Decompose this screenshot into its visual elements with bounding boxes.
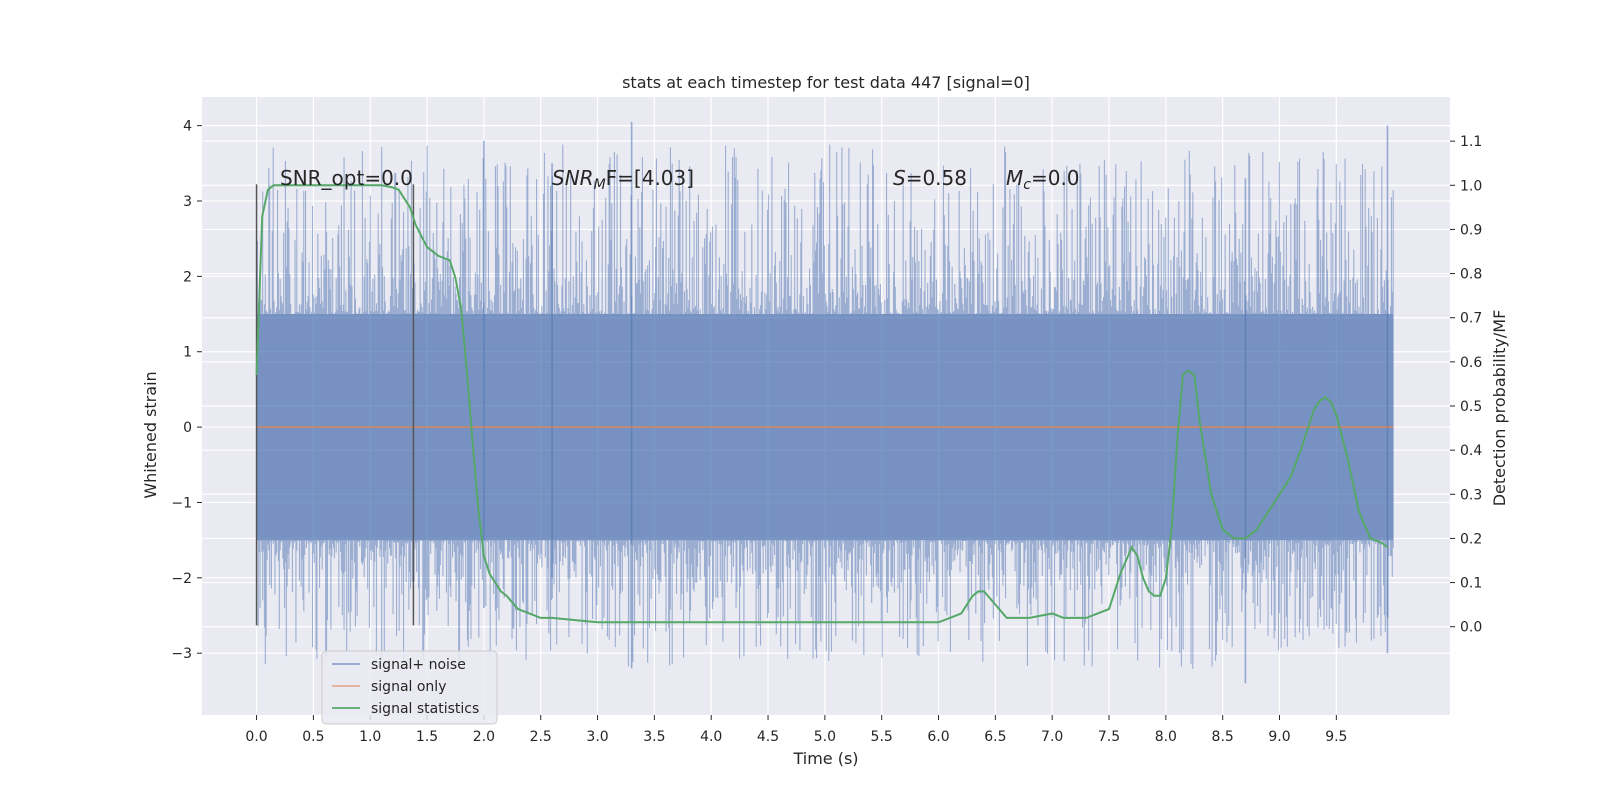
annotation-snr-mf-value: F=[4.03] <box>606 166 694 190</box>
x-tick-label: 3.0 <box>586 729 608 745</box>
signal-statistics-line <box>255 184 1389 624</box>
y-tick-label: 0 <box>183 420 192 436</box>
x-tick-label: 2.5 <box>530 729 552 745</box>
x-axis-label: Time (s) <box>792 749 858 768</box>
x-tick-label: 4.0 <box>700 729 722 745</box>
series-signal-statistics <box>255 184 1389 624</box>
y-tick-label: 3 <box>183 194 192 210</box>
y-right-tick-label: 0.6 <box>1460 355 1482 371</box>
annotations: SNR_opt=0.0 SNRMF=[4.03] S=0.58 Mc=0.0 <box>280 166 1080 193</box>
y-axis-ticks: −3 −2 −1 0 1 2 3 4 <box>171 119 202 662</box>
legend: signal+ noise signal only signal statist… <box>321 650 498 725</box>
x-tick-label: 3.5 <box>643 729 665 745</box>
x-tick-label: 7.0 <box>1041 729 1063 745</box>
y-tick-label: −1 <box>171 495 192 511</box>
x-tick-label: 8.0 <box>1155 729 1177 745</box>
legend-label-signal-only: signal only <box>371 679 446 695</box>
y-right-tick-label: 1.0 <box>1460 178 1482 194</box>
y-tick-label: 1 <box>183 345 192 361</box>
y-axis-right-ticks: 0.0 0.1 0.2 0.3 0.4 0.5 0.6 0.7 0.8 0.9 1.0 1.1 <box>1450 134 1482 636</box>
y-right-tick-label: 0.9 <box>1460 222 1482 238</box>
x-tick-label: 5.0 <box>814 729 836 745</box>
x-tick-label: 1.0 <box>359 729 381 745</box>
y-tick-label: 4 <box>183 119 192 135</box>
y-right-tick-label: 0.5 <box>1460 399 1482 415</box>
x-tick-label: 6.0 <box>927 729 949 745</box>
annotation-snr-mf: SNRMF=[4.03] <box>552 166 694 193</box>
x-tick-label: 6.5 <box>984 729 1006 745</box>
x-tick-label: 0.0 <box>245 729 267 745</box>
annotation-snr-opt: SNR_opt=0.0 <box>280 166 413 190</box>
annotation-mc-symbol: M <box>1006 166 1023 190</box>
annotation-s-value: =0.58 <box>906 166 967 190</box>
y-axis-label: Whitened strain <box>141 371 160 498</box>
x-tick-label: 9.0 <box>1268 729 1290 745</box>
annotation-mc-subscript: c <box>1023 177 1031 193</box>
y-tick-label: −3 <box>171 646 192 662</box>
x-tick-label: 5.5 <box>871 729 893 745</box>
legend-label-signal-statistics: signal statistics <box>371 701 479 717</box>
y-axis-right-label: Detection probability/MF <box>1490 310 1509 507</box>
x-tick-label: 8.5 <box>1212 729 1234 745</box>
legend-box <box>321 650 498 725</box>
x-tick-label: 1.5 <box>416 729 438 745</box>
annotation-snr-mf-symbol: SNR <box>552 166 594 190</box>
y-right-tick-label: 0.3 <box>1460 487 1482 503</box>
chart-title: stats at each timestep for test data 447… <box>622 73 1030 92</box>
y-right-tick-label: 0.7 <box>1460 311 1482 327</box>
y-right-tick-label: 0.2 <box>1460 531 1482 547</box>
marker-lines <box>255 184 415 626</box>
annotation-mc: Mc=0.0 <box>1006 166 1080 193</box>
annotation-mc-value: =0.0 <box>1031 166 1080 190</box>
y-right-tick-label: 1.1 <box>1460 134 1482 150</box>
x-tick-label: 9.5 <box>1325 729 1347 745</box>
y-tick-label: 2 <box>183 269 192 285</box>
x-tick-label: 7.5 <box>1098 729 1120 745</box>
legend-label-signal-noise: signal+ noise <box>371 657 466 673</box>
y-right-tick-label: 0.8 <box>1460 267 1482 283</box>
x-axis-ticks: 0.0 0.5 1.0 1.5 2.0 2.5 3.0 3.5 4.0 4.5 5.0 5.5 6.0 6… <box>245 715 1347 745</box>
annotation-s-symbol: S <box>893 166 906 190</box>
y-right-tick-label: 0.1 <box>1460 576 1482 592</box>
annotation-s: S=0.58 <box>893 166 967 190</box>
x-tick-label: 0.5 <box>302 729 324 745</box>
y-tick-label: −2 <box>171 571 192 587</box>
y-right-tick-label: 0.4 <box>1460 443 1482 459</box>
x-tick-label: 4.5 <box>757 729 779 745</box>
y-right-tick-label: 0.0 <box>1460 620 1482 636</box>
x-tick-label: 2.0 <box>473 729 495 745</box>
annotation-snr-mf-subscript: M <box>594 177 606 193</box>
